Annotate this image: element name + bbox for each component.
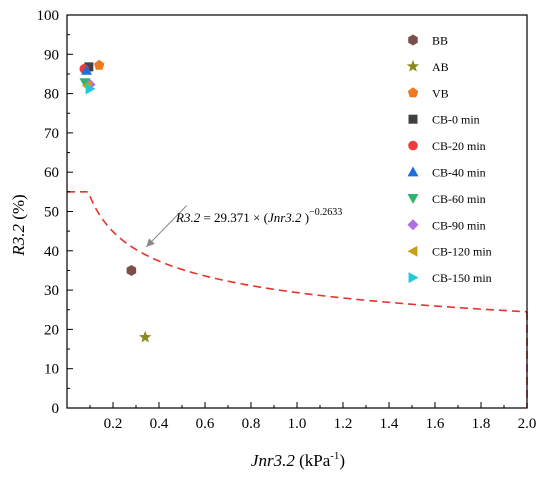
x-tick-label: 2.0 <box>518 416 537 432</box>
x-axis-title-open: (kPa <box>295 451 331 470</box>
curve-equation: R3.2 = 29.371 × (Jnr3.2 )−0.2633 <box>175 207 342 225</box>
eq-mid: = 29.371 × ( <box>200 210 268 225</box>
legend-marker <box>408 140 418 151</box>
axes: 0.2 0.4 0.6 0.8 1.0 1.2 1.4 1.6 1.8 2.0 0 10 20 30 40 5… <box>37 8 537 432</box>
legend-label: CB-40 min <box>432 166 486 180</box>
y-axis-title: R3.2 (%) <box>9 194 28 256</box>
legend-marker <box>408 34 418 46</box>
eq-close: ) <box>302 210 310 225</box>
y-tick-label: 80 <box>44 87 59 103</box>
data-points <box>79 59 152 343</box>
x-tick-label: 0.6 <box>196 416 215 432</box>
legend-label: VB <box>432 86 449 100</box>
eq-var: Jnr3.2 <box>268 210 302 225</box>
legend-marker <box>408 114 418 124</box>
x-tick-label: 1.4 <box>380 416 399 432</box>
x-axis-title-close: ) <box>339 451 345 470</box>
eq-lhs: R3.2 <box>175 210 201 225</box>
y-tick-label: 50 <box>44 205 59 221</box>
data-point-cb-60-min <box>79 78 91 89</box>
y-axis-title-unit: (%) <box>9 194 28 224</box>
x-tick-label: 1.0 <box>288 416 307 432</box>
data-point-cb-0-min <box>84 62 94 72</box>
y-tick-label: 10 <box>44 362 59 378</box>
data-point-cb-150-min <box>85 83 96 95</box>
data-point-cb-40-min <box>81 64 93 75</box>
y-tick-label: 40 <box>44 244 59 260</box>
data-point-ab <box>139 330 152 343</box>
x-tick-label: 0.2 <box>104 416 123 432</box>
data-point-vb <box>93 59 105 70</box>
data-point-bb <box>126 264 137 276</box>
y-tick-label: 20 <box>44 322 59 338</box>
eq-exponent: −0.2633 <box>309 207 342 218</box>
x-tick-label: 1.8 <box>472 416 491 432</box>
x-tick-label: 1.2 <box>334 416 353 432</box>
x-axis-title-sup: -1 <box>330 450 339 462</box>
x-axis-title-main: Jnr3.2 <box>251 451 295 470</box>
legend-marker <box>407 194 419 204</box>
legend-label: CB-150 min <box>432 271 492 285</box>
legend-marker <box>408 272 419 284</box>
y-tick-label: 90 <box>44 47 59 63</box>
legend-label: BB <box>432 34 448 48</box>
legend-label: CB-20 min <box>432 139 486 153</box>
legend-label: CB-90 min <box>432 218 486 232</box>
x-tick-label: 0.8 <box>242 416 261 432</box>
annotation-arrow-line <box>145 205 187 248</box>
legend-label: CB-0 min <box>432 113 480 127</box>
legend-label: CB-120 min <box>432 245 492 259</box>
legend: BB AB VB CB-0 min CB-20 min CB-40 min CB-60 mi… <box>406 34 492 285</box>
y-tick-label: 100 <box>37 8 60 24</box>
y-tick-label: 60 <box>44 165 59 181</box>
annotation-arrow-head <box>146 238 155 247</box>
legend-marker <box>407 219 419 231</box>
equation-annotation: R3.2 = 29.371 × (Jnr3.2 )−0.2633 <box>145 205 342 248</box>
legend-marker <box>406 59 420 72</box>
legend-marker <box>407 87 419 98</box>
y-tick-label: 0 <box>52 401 60 417</box>
legend-label: AB <box>432 60 449 74</box>
legend-marker <box>407 245 418 257</box>
legend-label: CB-60 min <box>432 192 486 206</box>
legend-marker <box>407 166 419 177</box>
x-tick-label: 1.6 <box>426 416 445 432</box>
power-law-curve <box>89 196 528 313</box>
y-tick-label: 30 <box>44 283 59 299</box>
y-tick-label: 70 <box>44 126 59 142</box>
x-tick-label: 0.4 <box>150 416 169 432</box>
y-axis-title-main: R3.2 <box>9 224 28 257</box>
x-axis-title: Jnr3.2 (kPa-1) <box>251 450 345 470</box>
